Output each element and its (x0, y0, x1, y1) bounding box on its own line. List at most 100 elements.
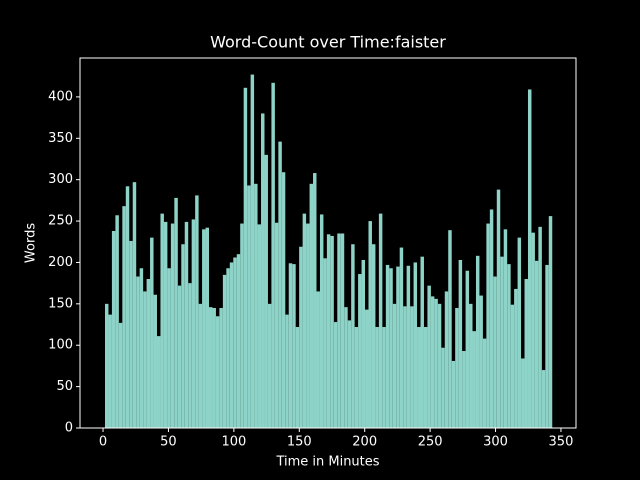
bar (104, 303, 109, 428)
bar (351, 244, 355, 428)
bar (326, 234, 331, 428)
bar (209, 307, 213, 428)
bar (129, 240, 133, 428)
plot-frame (79, 57, 577, 429)
bar (503, 229, 508, 428)
bar (202, 229, 206, 428)
bar (184, 221, 189, 428)
y-tick-label: 150 (48, 296, 73, 311)
bar (378, 213, 383, 428)
bar (274, 222, 279, 428)
bar (531, 232, 535, 428)
bar (510, 304, 515, 428)
bar (111, 230, 116, 428)
bar (399, 247, 404, 428)
bar (354, 327, 359, 428)
bar (514, 288, 518, 428)
bar (254, 183, 258, 428)
bar (163, 221, 168, 428)
bar (285, 314, 289, 428)
bar (288, 263, 293, 428)
bar (323, 258, 327, 428)
y-tick-label: 300 (48, 172, 73, 187)
x-tick-label: 250 (418, 435, 443, 450)
bar (264, 154, 268, 428)
x-tick-label: 150 (287, 435, 312, 450)
bar (118, 322, 123, 428)
bar (229, 262, 234, 428)
bar (538, 226, 542, 428)
bar (455, 307, 459, 428)
bar (306, 223, 310, 428)
bar (243, 87, 248, 429)
bar (500, 256, 504, 428)
bar (150, 237, 154, 428)
bar (434, 298, 438, 428)
bar (389, 268, 393, 428)
x-tick-label: 100 (221, 435, 246, 450)
bar (534, 260, 539, 428)
bar (417, 327, 421, 428)
bar (122, 206, 126, 428)
bar (160, 213, 164, 428)
bar (319, 214, 324, 428)
bar (146, 279, 151, 428)
bar (444, 291, 449, 428)
bar (340, 233, 345, 428)
bar (316, 291, 320, 428)
bar (361, 259, 366, 428)
bar (344, 307, 348, 428)
bar (299, 246, 303, 428)
bar (493, 276, 497, 428)
bar (108, 314, 112, 428)
y-tick-label: 400 (48, 89, 73, 104)
bar (385, 264, 390, 428)
bar (174, 197, 178, 428)
bar (132, 182, 137, 428)
bar (420, 256, 424, 428)
y-axis-label: Words (24, 223, 39, 263)
bar (469, 303, 473, 428)
x-tick-label: 0 (99, 435, 107, 450)
bar (198, 303, 203, 428)
bar (167, 268, 171, 428)
bar (139, 268, 144, 428)
bar (188, 283, 192, 428)
x-tick-label: 350 (549, 435, 574, 450)
bar (219, 307, 223, 428)
x-tick-label: 300 (483, 435, 508, 450)
bar (368, 221, 372, 428)
bar (240, 223, 244, 428)
bar (507, 264, 511, 428)
y-tick-label: 100 (48, 338, 73, 353)
bar (347, 320, 352, 428)
bar (375, 327, 379, 428)
bar (548, 216, 553, 428)
bar (451, 360, 456, 428)
bar (281, 172, 286, 428)
bar (271, 82, 275, 428)
bar (330, 235, 334, 428)
bar (236, 254, 241, 428)
bar (430, 296, 435, 428)
bar (396, 266, 400, 428)
bar (358, 274, 362, 428)
bar (226, 268, 230, 428)
bar (489, 209, 494, 428)
bar (486, 223, 490, 428)
bar (313, 173, 317, 428)
bar (392, 303, 397, 428)
bar (257, 224, 262, 428)
y-tick-label: 0 (65, 421, 73, 436)
bar (261, 113, 265, 428)
bar (406, 265, 411, 428)
bar (125, 186, 130, 428)
y-tick-label: 50 (56, 379, 73, 394)
bar (472, 331, 476, 428)
bar (413, 262, 418, 428)
y-tick-label: 200 (48, 255, 73, 270)
bar (427, 285, 431, 428)
bar (247, 185, 251, 428)
